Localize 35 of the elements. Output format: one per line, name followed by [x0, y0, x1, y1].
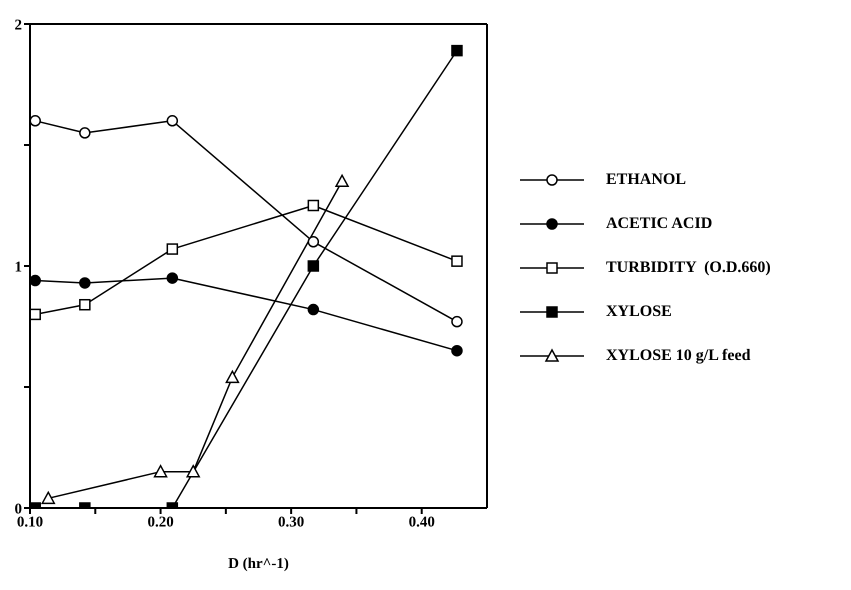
point: [166, 243, 178, 255]
point: [308, 200, 320, 212]
x-tick-label: 0.20: [147, 514, 174, 531]
legend-label: ETHANOL: [606, 171, 686, 189]
x-tick-label: 0.30: [278, 514, 304, 531]
legend-label: XYLOSE: [606, 303, 672, 321]
legend-label: TURBIDITY (O.D.660): [606, 259, 771, 277]
point: [166, 272, 178, 284]
point: [308, 260, 320, 272]
point: [79, 298, 91, 310]
legend-label: XYLOSE 10 g/L feed: [606, 347, 750, 365]
point: [79, 127, 91, 139]
point: [451, 316, 463, 328]
point: [30, 115, 41, 127]
point: [308, 304, 320, 316]
x-tick-label: 0.40: [408, 514, 435, 531]
point: [226, 370, 240, 384]
y-tick-label: 0: [14, 501, 22, 518]
y-tick-label: 1: [14, 259, 22, 276]
x-tick-label: 0.10: [16, 514, 44, 531]
point: [166, 115, 178, 127]
point: [30, 308, 41, 320]
point: [308, 236, 320, 248]
point: [335, 174, 349, 188]
point: [451, 344, 463, 356]
point: [79, 277, 91, 289]
legend-label: ACETIC ACID: [606, 215, 712, 233]
point: [451, 255, 463, 267]
point: [42, 492, 56, 504]
point: [154, 464, 168, 478]
point: [186, 464, 200, 478]
point: [451, 44, 463, 56]
point: [30, 274, 41, 286]
x-axis-title: D (hr^-1): [228, 556, 289, 572]
y-tick-label: 2: [14, 17, 22, 34]
